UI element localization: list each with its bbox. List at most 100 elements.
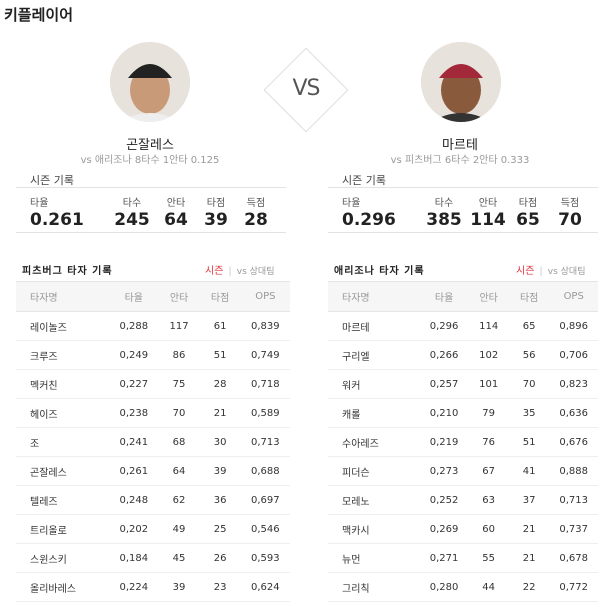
stat-label: 타수 (434, 198, 454, 209)
toggle-separator: | (539, 266, 543, 277)
column-header[interactable]: OPS (549, 281, 598, 312)
stat-value: 114 (470, 210, 506, 230)
stat-value: 28 (244, 210, 268, 230)
table-row: 멕커친 0,227 75 28 0,718 (16, 369, 290, 399)
cell: 0,718 (240, 369, 290, 399)
cell: 0,697 (240, 485, 290, 515)
column-header[interactable]: 타율 (109, 281, 159, 312)
season-tab[interactable]: 시즌 (205, 266, 224, 277)
batter-name: 캐롤 (328, 398, 420, 428)
cell: 86 (158, 340, 200, 370)
cell: 56 (508, 340, 550, 370)
stat-label: 안타 (478, 198, 498, 209)
season-tab[interactable]: 시즌 (516, 266, 535, 277)
stat-value: 245 (114, 210, 150, 230)
stat-value: 0.296 (342, 210, 396, 230)
table-header: 타자명 타율 안타 타점 OPS (16, 281, 290, 312)
table-row: 캐롤 0,210 79 35 0,636 (328, 398, 598, 428)
cell: 0,713 (240, 427, 290, 457)
column-header[interactable]: 타자명 (16, 281, 110, 312)
batter-name: 멕커친 (16, 369, 110, 399)
vs-opponent-tab[interactable]: vs 상대팀 (547, 267, 586, 277)
cell: 102 (468, 340, 509, 370)
cell: 0,184 (109, 543, 159, 573)
cell: 25 (199, 514, 241, 544)
player-avatar-icon (110, 42, 190, 122)
cell: 64 (158, 456, 200, 486)
cell: 23 (199, 572, 241, 602)
cell: 0,676 (549, 427, 598, 457)
cell: 70 (158, 398, 200, 428)
season-stat: 타수 385 (424, 194, 464, 230)
team-table-title-left: 피츠버그 타자 기록 (22, 266, 113, 277)
batter-table-right: 타자명 타율 안타 타점 OPS 마르테 0,296 114 65 0,896 구리엘 0,266 10… (328, 281, 598, 602)
season-stat: 타점 39 (196, 194, 236, 230)
stat-label: 안타 (166, 198, 186, 209)
cell: 0,737 (549, 514, 598, 544)
cell: 0,269 (419, 514, 469, 544)
cell: 35 (508, 398, 550, 428)
stat-value: 70 (558, 210, 582, 230)
vs-opponent-tab[interactable]: vs 상대팀 (236, 267, 275, 277)
toggle-left: 시즌 | vs 상대팀 (205, 262, 275, 277)
divider (16, 187, 286, 188)
table-row: 마르테 0,296 114 65 0,896 (328, 311, 598, 341)
vs-label: VS (292, 76, 320, 101)
cell: 101 (468, 369, 509, 399)
table-row: 스윈스키 0,184 45 26 0,593 (16, 543, 290, 573)
cell: 0,839 (240, 311, 290, 341)
stat-label: 타율 (30, 198, 49, 209)
cell: 0,624 (240, 572, 290, 602)
cell: 0,888 (549, 456, 598, 486)
cell: 76 (468, 427, 509, 457)
batter-name: 워커 (328, 369, 420, 399)
column-header[interactable]: 안타 (468, 281, 509, 312)
cell: 0,249 (109, 340, 159, 370)
cell: 0,823 (549, 369, 598, 399)
column-header[interactable]: OPS (240, 281, 290, 312)
batter-name: 조 (16, 427, 110, 457)
cell: 0,273 (419, 456, 469, 486)
season-label-right: 시즌 기록 (342, 174, 386, 187)
cell: 55 (468, 543, 509, 573)
batter-name: 크루즈 (16, 340, 110, 370)
column-header[interactable]: 타율 (419, 281, 469, 312)
stat-label: 득점 (246, 198, 266, 209)
table-row: 레이놀즈 0,288 117 61 0,839 (16, 311, 290, 341)
cell: 30 (199, 427, 241, 457)
cell: 60 (468, 514, 509, 544)
batter-name: 곤잘레스 (16, 456, 110, 486)
cell: 0,589 (240, 398, 290, 428)
divider (328, 187, 598, 188)
batter-name: 뉴먼 (328, 543, 420, 573)
cell: 0,593 (240, 543, 290, 573)
cell: 36 (199, 485, 241, 515)
cell: 0,288 (109, 311, 159, 341)
batter-name: 피더슨 (328, 456, 420, 486)
cell: 51 (199, 340, 241, 370)
batter-name: 수아레즈 (328, 427, 420, 457)
table-header: 타자명 타율 안타 타점 OPS (328, 281, 598, 312)
column-header[interactable]: 타점 (199, 281, 241, 312)
cell: 61 (199, 311, 241, 341)
cell: 0,266 (419, 340, 469, 370)
column-header[interactable]: 타자명 (328, 281, 420, 312)
stat-label: 득점 (560, 198, 580, 209)
cell: 0,252 (419, 485, 469, 515)
season-label-left: 시즌 기록 (30, 174, 74, 187)
cell: 21 (508, 514, 550, 544)
table-row: 피더슨 0,273 67 41 0,888 (328, 456, 598, 486)
stat-label: 타점 (206, 198, 226, 209)
cell: 0,271 (419, 543, 469, 573)
toggle-separator: | (228, 266, 232, 277)
cell: 0,678 (549, 543, 598, 573)
column-header[interactable]: 타점 (508, 281, 550, 312)
divider (16, 232, 286, 233)
cell: 45 (158, 543, 200, 573)
cell: 49 (158, 514, 200, 544)
column-header[interactable]: 안타 (158, 281, 200, 312)
cell: 0,257 (419, 369, 469, 399)
cell: 0,296 (419, 311, 469, 341)
batter-name: 스윈스키 (16, 543, 110, 573)
team-table-title-right: 애리조나 타자 기록 (334, 266, 425, 277)
